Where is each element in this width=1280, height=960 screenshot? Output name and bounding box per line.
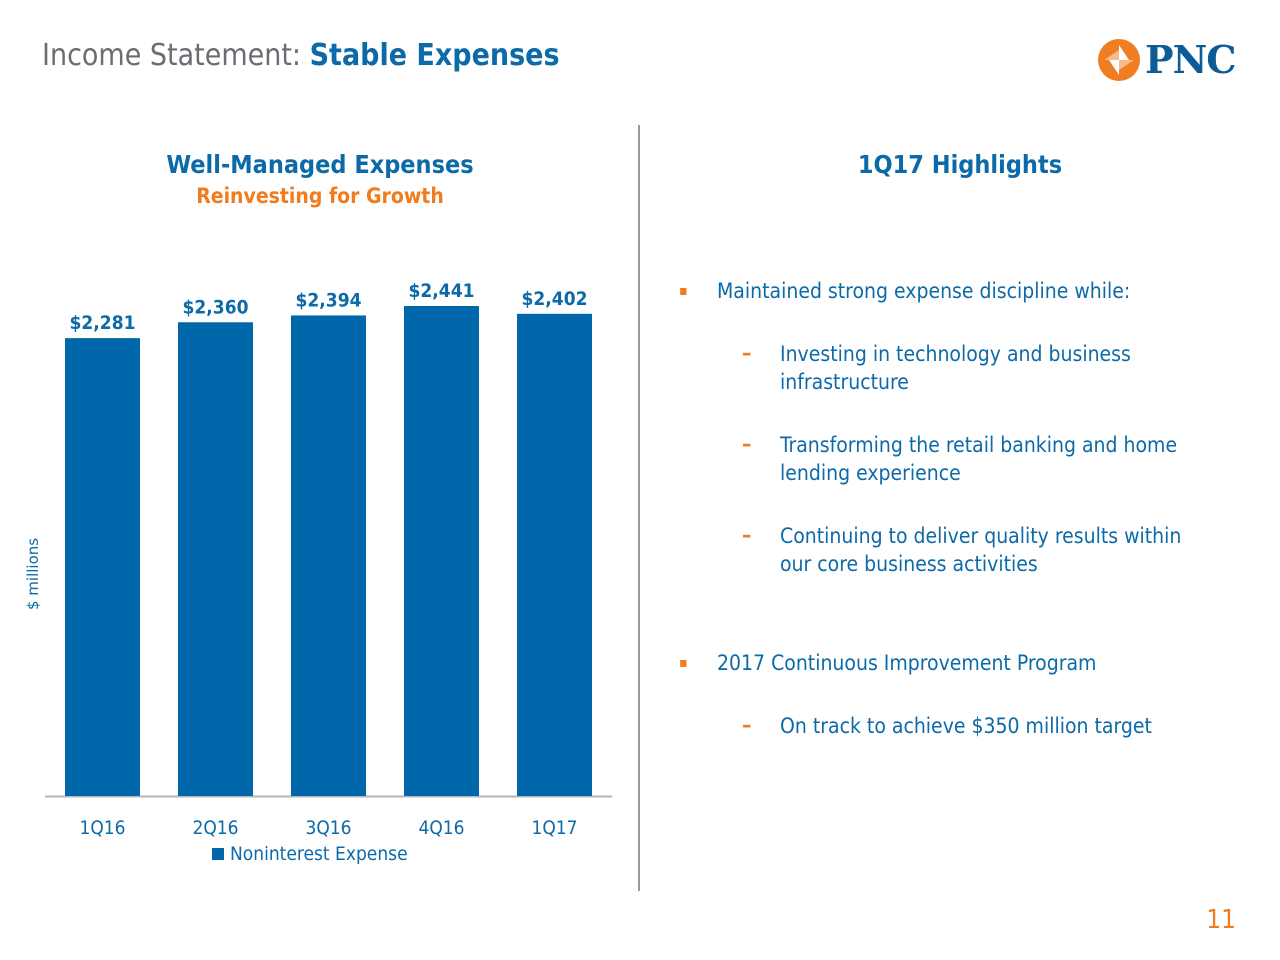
dash-bullet-icon: – bbox=[742, 713, 752, 737]
highlight-text-continued: infrastructure bbox=[780, 370, 909, 394]
dash-bullet-icon: – bbox=[742, 523, 752, 547]
chart-panel-title: Well-Managed Expenses bbox=[166, 150, 474, 179]
chart-legend: Noninterest Expense bbox=[212, 843, 408, 865]
highlight-text-continued: lending experience bbox=[780, 461, 961, 485]
data-label: $2,281 bbox=[70, 312, 136, 334]
slide-title: Income Statement: Stable Expenses bbox=[42, 38, 560, 73]
expense-bar-chart: $2,281 1Q16 $2,360 2Q16 $2,394 3Q16 $2,441 4Q16… bbox=[45, 280, 612, 839]
legend-label: Noninterest Expense bbox=[230, 843, 408, 865]
highlight-text: Transforming the retail banking and home bbox=[780, 433, 1178, 457]
highlight-text: Continuing to deliver quality results wi… bbox=[780, 524, 1182, 548]
highlight-text: Maintained strong expense discipline whi… bbox=[717, 279, 1131, 303]
x-tick-label: 1Q16 bbox=[79, 817, 125, 839]
legend-swatch bbox=[212, 848, 224, 860]
highlight-sub-bullet: – On track to achieve $350 million target bbox=[742, 712, 1250, 740]
dash-bullet-icon: – bbox=[742, 432, 752, 456]
x-tick-label: 4Q16 bbox=[418, 817, 464, 839]
highlight-text: 2017 Continuous Improvement Program bbox=[717, 651, 1097, 675]
highlight-text: Investing in technology and business bbox=[780, 342, 1131, 366]
highlight-sub-bullet: – Investing in technology and business inf… bbox=[742, 340, 1250, 396]
bar-2q16 bbox=[178, 322, 253, 796]
highlight-text: On track to achieve $350 million target bbox=[780, 714, 1152, 738]
y-axis-label: $ millions bbox=[24, 537, 42, 610]
highlight-bullet: ▪ Maintained strong expense discipline wh… bbox=[679, 277, 1257, 305]
square-bullet-icon: ▪ bbox=[679, 655, 688, 671]
page-number: 11 bbox=[1206, 905, 1236, 935]
chart-panel-subtitle: Reinvesting for Growth bbox=[196, 184, 444, 208]
data-label: $2,441 bbox=[409, 280, 475, 302]
highlights-title: 1Q17 Highlights bbox=[857, 150, 1063, 179]
pnc-logo-text: PNC bbox=[1145, 37, 1237, 82]
highlight-bullet: ▪ 2017 Continuous Improvement Program bbox=[679, 649, 1257, 677]
x-tick-label: 2Q16 bbox=[192, 817, 238, 839]
bar-1q17 bbox=[517, 313, 592, 796]
highlight-sub-bullet: – Continuing to deliver quality results w… bbox=[742, 522, 1250, 578]
square-bullet-icon: ▪ bbox=[679, 283, 688, 299]
bar-3q16 bbox=[291, 315, 366, 796]
dash-bullet-icon: – bbox=[742, 341, 752, 365]
pnc-logo-mark-icon bbox=[1098, 39, 1140, 81]
x-tick-label: 1Q17 bbox=[531, 817, 577, 839]
title-prefix: Income Statement: bbox=[42, 38, 310, 73]
title-emphasis: Stable Expenses bbox=[309, 38, 560, 73]
pnc-logo: PNC bbox=[1097, 38, 1239, 82]
bar-1q16 bbox=[65, 338, 140, 796]
highlight-sub-bullet: – Transforming the retail banking and hom… bbox=[742, 431, 1250, 487]
x-tick-label: 3Q16 bbox=[305, 817, 351, 839]
panel-divider bbox=[638, 125, 640, 891]
highlight-text-continued: our core business activities bbox=[780, 552, 1038, 576]
bar-4q16 bbox=[404, 306, 479, 796]
data-label: $2,360 bbox=[183, 296, 249, 318]
data-label: $2,402 bbox=[522, 288, 588, 310]
data-label: $2,394 bbox=[296, 289, 362, 311]
